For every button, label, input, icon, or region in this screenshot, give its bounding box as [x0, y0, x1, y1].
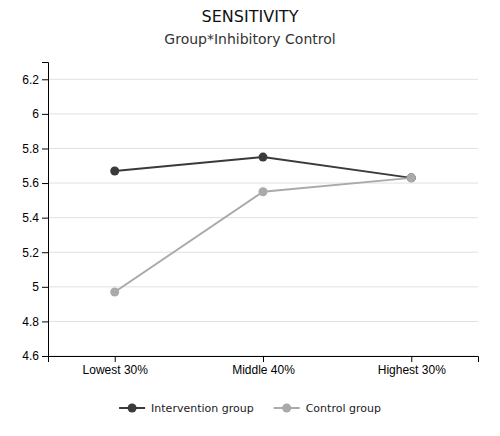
- grid-line: [48, 321, 478, 322]
- chart: SENSITIVITYGroup*Inhibitory Control4.64.…: [0, 0, 500, 436]
- y-tick-label: 5: [32, 280, 39, 294]
- plot: 4.6 4.8 5 5.2 5.4 5.6 5.8 6 6.2 Lowest 30% Middle …: [22, 63, 478, 377]
- marker: [407, 173, 416, 182]
- y-tick-mark: [42, 321, 48, 322]
- y-axis: 4.6 4.8 5 5.2 5.4 5.6 5.8 6 6.2: [22, 63, 48, 364]
- y-tick: 5.6: [22, 176, 48, 190]
- marker: [110, 288, 119, 297]
- y-tick-mark: [42, 356, 48, 357]
- y-tick: 4.6: [22, 349, 48, 363]
- marker: [110, 166, 119, 175]
- marker: [259, 187, 268, 196]
- x-tick-mark: [411, 356, 412, 362]
- x-tick: Lowest 30%: [83, 356, 149, 377]
- grid-line: [48, 148, 478, 149]
- legend-item: Control group: [274, 402, 381, 415]
- grid-line: [48, 183, 478, 184]
- y-tick: 5.2: [22, 246, 48, 260]
- y-tick: 5: [32, 280, 48, 294]
- y-tick: 6: [32, 107, 48, 121]
- title: SENSITIVITY: [202, 7, 299, 26]
- x-tick-label: Lowest 30%: [83, 363, 149, 377]
- grid-line: [48, 217, 478, 218]
- series-line: [115, 178, 412, 292]
- y-tick-mark: [42, 183, 48, 184]
- y-tick-label: 6.2: [22, 73, 39, 87]
- legend-label: Intervention group: [151, 402, 254, 415]
- grid-line: [48, 79, 478, 80]
- y-tick-label: 5.8: [22, 142, 39, 156]
- y-tick: 4.8: [22, 315, 48, 329]
- y-axis-line: [42, 63, 49, 357]
- series-markers: [110, 173, 416, 296]
- x-tick-mark: [263, 356, 264, 362]
- legend-item: Intervention group: [119, 402, 254, 415]
- y-tick-mark: [42, 148, 48, 149]
- legend-label: Control group: [306, 402, 381, 415]
- y-tick-label: 6: [32, 107, 39, 121]
- y-tick-label: 5.2: [22, 246, 39, 260]
- grid-line: [48, 286, 478, 287]
- x-tick: Highest 30%: [378, 356, 446, 377]
- grid: [48, 79, 478, 356]
- y-tick-label: 5.6: [22, 176, 39, 190]
- y-tick: 5.4: [22, 211, 48, 225]
- y-tick-mark: [42, 287, 48, 288]
- subtitle: Group*Inhibitory Control: [164, 31, 335, 47]
- y-tick-mark: [42, 252, 48, 253]
- legend-marker: [282, 404, 291, 413]
- x-tick: Middle 40%: [232, 356, 295, 377]
- x-tick-label: Highest 30%: [378, 363, 446, 377]
- series-markers: [110, 153, 416, 183]
- marker: [259, 153, 268, 162]
- y-tick-mark: [42, 218, 48, 219]
- grid-line: [48, 252, 478, 253]
- y-tick: 6.2: [22, 73, 48, 87]
- y-tick: 5.8: [22, 142, 48, 156]
- x-tick-mark: [115, 356, 116, 362]
- marker: [407, 173, 416, 182]
- y-tick-mark: [42, 79, 48, 80]
- x-axis-line: [49, 357, 479, 363]
- marks: [110, 153, 416, 297]
- y-tick-mark: [42, 114, 48, 115]
- y-tick-label: 4.8: [22, 315, 39, 329]
- x-axis: Lowest 30% Middle 40% Highest 30%: [49, 356, 479, 377]
- legend-marker: [128, 404, 137, 413]
- y-tick-label: 4.6: [22, 349, 39, 363]
- legend: Intervention group Control group: [119, 402, 381, 415]
- x-tick-label: Middle 40%: [232, 363, 295, 377]
- y-tick-label: 5.4: [22, 211, 39, 225]
- grid-line: [48, 113, 478, 114]
